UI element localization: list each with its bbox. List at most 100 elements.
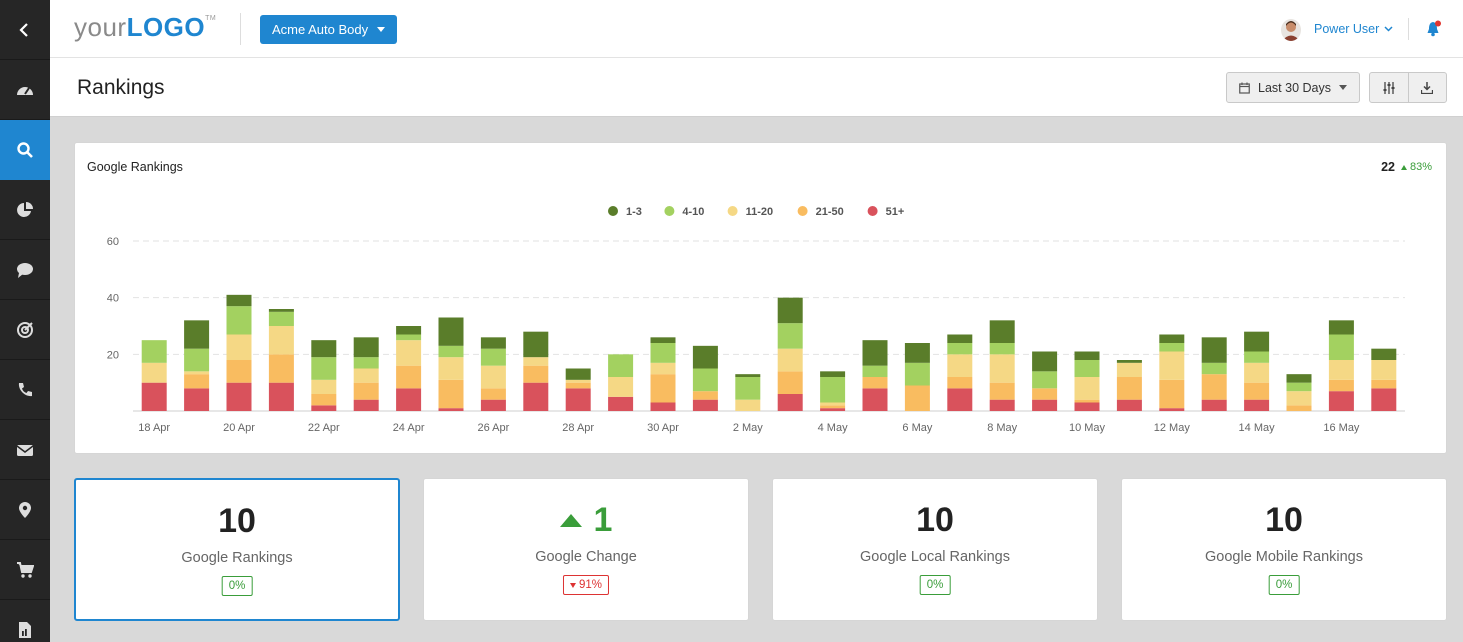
sidebar-item-ecommerce[interactable] <box>0 540 50 600</box>
user-name: Power User <box>1314 22 1380 36</box>
bar-segment <box>1328 391 1354 411</box>
bar-segment <box>650 337 676 343</box>
sidebar-item-analytics[interactable] <box>0 180 50 240</box>
bar-segment <box>1074 399 1100 403</box>
stat-change-badge: 0% <box>1268 575 1300 595</box>
download-button[interactable] <box>1407 73 1447 102</box>
bar-segment <box>1371 388 1397 411</box>
sidebar-item-rankings[interactable] <box>0 120 50 180</box>
bar-segment <box>820 402 846 406</box>
chart-settings-button[interactable] <box>1370 73 1408 102</box>
chart-total-change-value: 83% <box>1409 161 1432 173</box>
legend-label: 4-10 <box>682 206 704 218</box>
date-range-label: Last 30 Days <box>1258 80 1331 95</box>
bar-segment <box>311 340 337 358</box>
caret-down-icon <box>1338 85 1347 90</box>
bar-segment <box>438 379 464 409</box>
stat-label: Google Local Rankings <box>860 549 1010 565</box>
bar-segment <box>523 331 549 358</box>
y-tick-label: 40 <box>107 293 119 305</box>
y-tick-label: 60 <box>107 236 119 248</box>
bar-segment <box>1244 351 1270 363</box>
bar-segment <box>1159 379 1185 409</box>
bar-segment <box>947 343 973 355</box>
bar-segment <box>311 379 337 394</box>
bar-segment <box>1032 388 1058 400</box>
stat-card-google-mobile-rankings[interactable]: 10 Google Mobile Rankings 0% <box>1121 478 1447 621</box>
x-tick-label: 18 Apr <box>138 422 170 434</box>
x-tick-label: 12 May <box>1154 422 1191 434</box>
bar-segment <box>1032 399 1058 411</box>
client-selector-button[interactable]: Acme Auto Body <box>260 15 398 44</box>
sliders-icon <box>1383 81 1395 94</box>
x-tick-label: 6 May <box>902 422 932 434</box>
stat-value-row: 1 <box>424 501 748 540</box>
x-tick-label: 4 May <box>818 422 848 434</box>
bar-segment <box>226 382 252 411</box>
rankings-chart-card: Google Rankings 22 83% 20 40 60 1-3 4-10 11-2… <box>74 142 1447 454</box>
sidebar-item-calls[interactable] <box>0 360 50 420</box>
sidebar-item-social[interactable] <box>0 240 50 300</box>
bar-segment <box>311 405 337 411</box>
bar-segment <box>1371 379 1397 389</box>
bar-segment <box>692 391 718 400</box>
bar-segment <box>989 343 1015 355</box>
bar-segment <box>1201 374 1227 400</box>
bar-segment <box>820 408 846 411</box>
bar-segment <box>947 377 973 389</box>
bar-segment <box>1159 408 1185 411</box>
bar-segment <box>480 348 506 366</box>
legend-label: 21-50 <box>816 206 844 218</box>
bar-segment <box>989 382 1015 400</box>
bar-segment <box>1116 362 1142 377</box>
stat-card-google-rankings[interactable]: 10 Google Rankings 0% <box>74 478 400 621</box>
stat-label: Google Mobile Rankings <box>1205 549 1363 565</box>
bar-segment <box>650 343 676 363</box>
stat-card-google-change[interactable]: 1 Google Change 91% <box>423 478 749 621</box>
bar-segment <box>1286 391 1312 406</box>
collapse-chevron-icon <box>19 22 28 37</box>
shopping-cart-icon <box>17 561 34 578</box>
report-icon <box>19 621 31 638</box>
bar-segment <box>1201 337 1227 363</box>
bar-segment <box>480 399 506 411</box>
legend-label: 1-3 <box>626 206 642 218</box>
bar-segment <box>184 371 210 375</box>
sidebar-item-dashboard[interactable] <box>0 60 50 120</box>
sidebar-item-local[interactable] <box>0 480 50 540</box>
bar-segment <box>1328 379 1354 392</box>
stat-card-google-local-rankings[interactable]: 10 Google Local Rankings 0% <box>772 478 1098 621</box>
bar-segment <box>1286 374 1312 383</box>
bar-segment <box>353 382 379 400</box>
stat-change-badge: 0% <box>919 575 951 595</box>
logo: yourLOGOTM <box>74 12 216 43</box>
stat-value: 10 <box>1265 501 1303 539</box>
sidebar-collapse-button[interactable] <box>0 0 50 60</box>
toolbar-button-group <box>1369 72 1447 103</box>
bar-segment <box>1286 382 1312 392</box>
bar-segment <box>396 334 422 341</box>
x-tick-label: 24 Apr <box>393 422 425 434</box>
bar-segment <box>480 388 506 400</box>
bell-icon <box>1427 20 1441 37</box>
bar-segment <box>438 317 464 346</box>
logo-text-your: your <box>74 12 127 42</box>
sidebar-item-ppc[interactable] <box>0 300 50 360</box>
envelope-icon <box>16 444 34 456</box>
bar-segment <box>1074 402 1100 411</box>
bar-segment <box>947 388 973 411</box>
sidebar-item-email[interactable] <box>0 420 50 480</box>
bar-segment <box>862 377 888 389</box>
sidebar-item-reports[interactable] <box>0 600 50 642</box>
x-tick-label: 16 May <box>1323 422 1360 434</box>
bar-segment <box>268 354 294 383</box>
bar-segment <box>1116 360 1142 363</box>
bar-segment <box>1159 343 1185 352</box>
pie-chart-icon <box>17 201 33 217</box>
notifications-button[interactable] <box>1426 20 1442 38</box>
caret-up-icon <box>1400 164 1407 170</box>
date-range-button[interactable]: Last 30 Days <box>1226 72 1360 103</box>
avatar[interactable] <box>1281 19 1301 41</box>
bar-segment <box>1074 351 1100 360</box>
user-menu[interactable]: Power User <box>1314 22 1393 36</box>
